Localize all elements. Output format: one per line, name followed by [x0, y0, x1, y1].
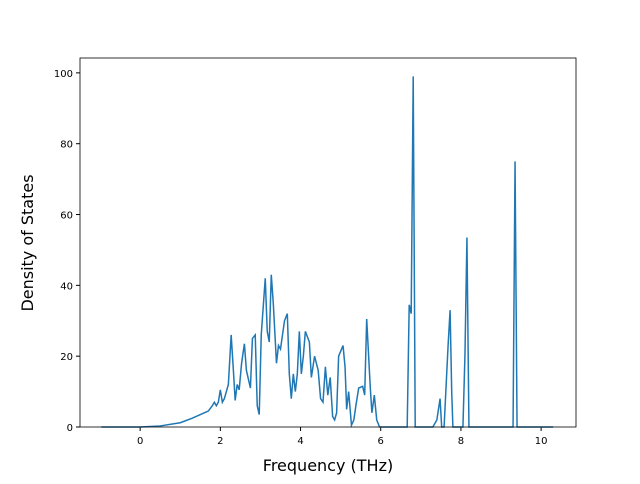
- x-tick-label: 6: [378, 436, 384, 447]
- y-tick-label: 0: [67, 423, 73, 434]
- x-tick-label: 0: [137, 436, 143, 447]
- x-tick-label: 10: [535, 436, 548, 447]
- y-tick-label: 40: [60, 281, 73, 292]
- data-line: [101, 76, 554, 429]
- x-axis-label: Frequency (THz): [263, 456, 393, 475]
- y-tick-label: 20: [60, 352, 73, 363]
- x-tick-label: 8: [458, 436, 464, 447]
- y-tick-label: 100: [54, 69, 73, 80]
- y-tick-label: 80: [60, 140, 73, 151]
- x-tick-label: 4: [297, 436, 303, 447]
- y-axis-label: Density of States: [18, 174, 37, 311]
- plot-frame: [79, 57, 577, 428]
- y-tick-label: 60: [60, 211, 73, 222]
- x-tick-label: 2: [217, 436, 223, 447]
